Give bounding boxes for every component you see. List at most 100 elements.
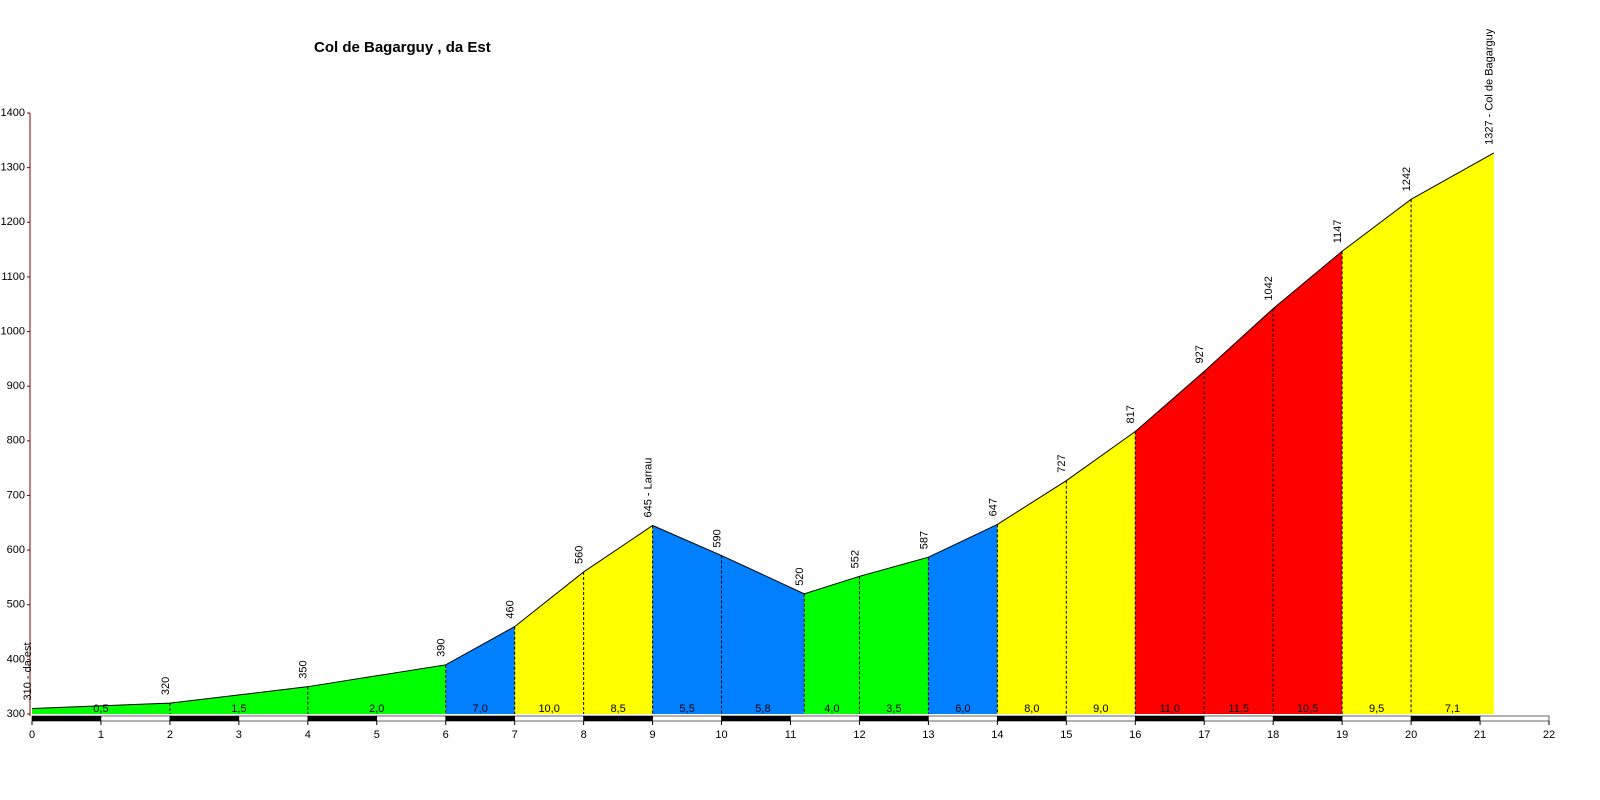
y-tick-label: 300: [7, 708, 25, 720]
y-tick-label: 1400: [1, 107, 25, 119]
x-tick-label: 10: [715, 729, 727, 741]
gradient-label: 9,5: [1369, 703, 1384, 715]
gradient-segment: [1342, 199, 1412, 715]
scale-block: [307, 715, 378, 722]
gradient-segment: [721, 555, 805, 714]
x-tick-label: 19: [1336, 729, 1348, 741]
y-tick-label: 1100: [1, 271, 25, 283]
y-tick-label: 700: [7, 489, 25, 501]
gradient-segment: [514, 571, 584, 714]
point-label: 1327 - Col de Bagarguy: [1484, 28, 1496, 145]
point-label: 1042: [1263, 276, 1275, 300]
y-tick-label: 800: [7, 435, 25, 447]
gradient-segment: [445, 626, 515, 714]
y-tick-label: 400: [7, 653, 25, 665]
x-tick-label: 12: [853, 729, 865, 741]
x-tick-label: 16: [1129, 729, 1141, 741]
profile-line: [31, 152, 1495, 710]
gradient-segment: [1273, 251, 1343, 715]
x-tick-label: 21: [1474, 729, 1486, 741]
point-label: 587: [918, 531, 930, 549]
scale-block: [1203, 715, 1274, 722]
gradient-label: 5,8: [755, 703, 770, 715]
gradient-label: 7,1: [1445, 703, 1460, 715]
gradient-segment: [997, 480, 1067, 714]
gradient-label: 8,5: [610, 703, 625, 715]
gradient-label: 5,5: [679, 703, 694, 715]
scale-block: [1066, 715, 1136, 722]
y-tick-label: 600: [7, 544, 25, 556]
gradient-label: 1,5: [231, 703, 246, 715]
point-label: 350: [298, 660, 310, 678]
scale-block: [514, 715, 584, 722]
scale-block: [1272, 715, 1343, 722]
gradient-label: 0,5: [93, 703, 108, 715]
point-label: 927: [1194, 345, 1206, 363]
scale-block: [928, 715, 998, 722]
x-tick-label: 7: [512, 729, 518, 741]
gradient-label: 10,0: [538, 703, 559, 715]
point-label: 560: [574, 546, 586, 564]
x-tick-label: 18: [1267, 729, 1279, 741]
x-tick-label: 2: [167, 729, 173, 741]
x-tick-label: 13: [922, 729, 934, 741]
gradient-segment: [859, 557, 929, 714]
gradient-segment: [169, 686, 308, 714]
scale-block: [997, 715, 1067, 722]
scale-block: [721, 715, 791, 722]
scale-block: [1341, 715, 1412, 722]
scale-block: [790, 715, 860, 722]
point-label: 520: [794, 567, 806, 585]
point-label: 390: [436, 638, 448, 656]
point-label: 817: [1125, 405, 1137, 423]
gradient-segment: [307, 664, 446, 714]
gradient-label: 6,0: [955, 703, 970, 715]
gradient-label: 11,5: [1228, 703, 1249, 715]
x-tick-label: 17: [1198, 729, 1210, 741]
scale-block: [1479, 715, 1550, 722]
y-tick-label: 1300: [1, 162, 25, 174]
gradient-segment: [32, 703, 170, 714]
point-label: 1242: [1401, 167, 1413, 191]
scale-block: [445, 715, 515, 722]
scale-block: [583, 715, 653, 722]
gradient-label: 3,5: [886, 703, 901, 715]
gradient-segment: [1135, 371, 1205, 714]
gradient-segment: [804, 576, 860, 714]
scale-block: [859, 715, 929, 722]
x-tick-label: 22: [1543, 729, 1555, 741]
point-label: 460: [505, 600, 517, 618]
x-tick-label: 5: [374, 729, 380, 741]
gradient-segment: [583, 525, 653, 714]
scale-block: [169, 715, 240, 722]
point-label: 1147: [1332, 220, 1344, 244]
x-tick-label: 15: [1060, 729, 1072, 741]
y-tick-label: 900: [7, 380, 25, 392]
gradient-segment: [1204, 308, 1274, 714]
x-tick-label: 9: [650, 729, 656, 741]
gradient-label: 11,0: [1159, 703, 1180, 715]
scale-block: [1134, 715, 1205, 722]
scale-block: [652, 715, 722, 722]
x-tick-label: 20: [1405, 729, 1417, 741]
y-tick-label: 500: [7, 599, 25, 611]
scale-block: [1410, 715, 1481, 722]
point-label: 552: [849, 550, 861, 568]
gradient-label: 8,0: [1024, 703, 1039, 715]
x-tick-label: 11: [785, 729, 796, 741]
gradient-segment: [1411, 152, 1494, 715]
y-tick-label: 1000: [1, 325, 25, 337]
gradient-segment: [652, 525, 722, 714]
x-tick-label: 0: [29, 729, 35, 741]
point-label: 727: [1056, 454, 1068, 472]
point-label: 310 - da est: [22, 642, 34, 700]
x-tick-label: 3: [236, 729, 242, 741]
x-tick-label: 1: [98, 729, 104, 741]
scale-block: [238, 715, 309, 722]
gradient-label: 7,0: [473, 703, 488, 715]
chart-title: Col de Bagarguy , da Est: [314, 39, 491, 56]
y-tick-label: 1200: [1, 216, 25, 228]
scale-block: [31, 715, 102, 722]
x-tick-label: 8: [581, 729, 587, 741]
